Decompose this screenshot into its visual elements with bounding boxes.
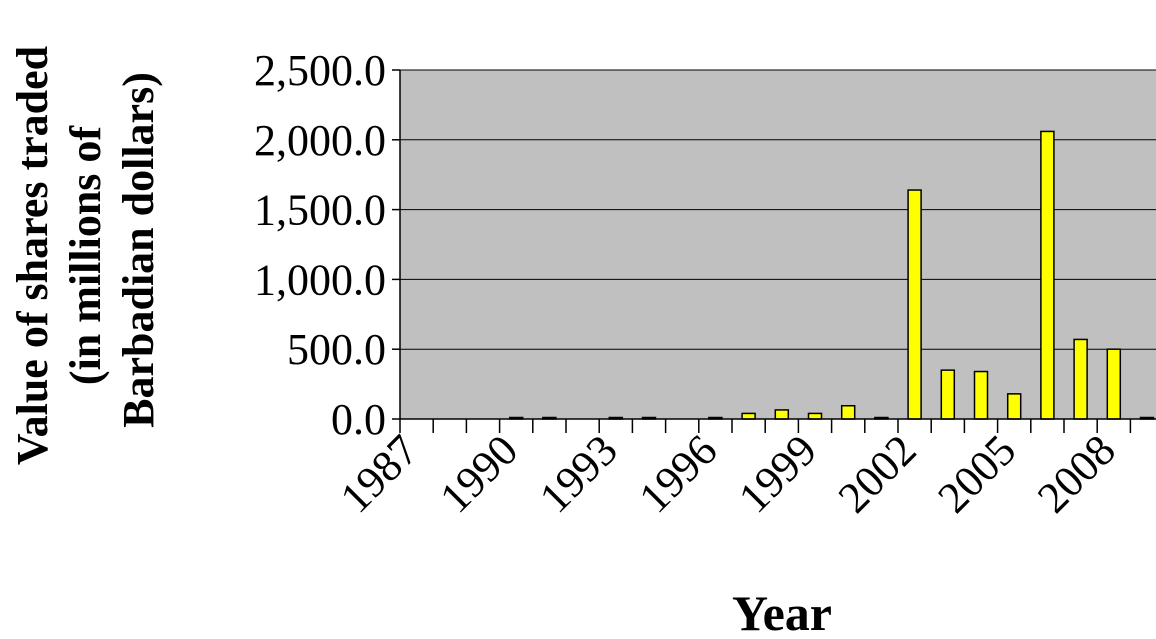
- y-axis-title: Value of shares traded (in millions of B…: [8, 35, 163, 465]
- x-axis-title: Year: [732, 585, 832, 639]
- bar-2002: [907, 189, 922, 420]
- x-tick-label: 1993: [530, 425, 627, 522]
- bar-1998: [774, 409, 790, 420]
- y-tick-label: 500.0: [287, 325, 386, 374]
- x-tick-label: 2002: [829, 425, 926, 522]
- bar-2000: [840, 404, 856, 420]
- bar-1999: [807, 412, 823, 420]
- y-tick-label: 2,500.0: [254, 46, 386, 95]
- bar-2003: [940, 369, 956, 420]
- y-tick-label: 0.0: [331, 395, 386, 444]
- x-tick-label: 1999: [729, 425, 826, 522]
- x-tick-label: 1996: [630, 425, 727, 522]
- y-axis-ticks: 0.0 500.0 1,000.0 1,500.0 2,000.0 2,500.0: [254, 46, 400, 444]
- y-axis-title-line: Value of shares traded: [8, 46, 57, 465]
- bar-1997: [741, 412, 756, 420]
- bar-2005: [1006, 393, 1022, 420]
- bar-2007: [1073, 338, 1088, 420]
- y-axis-title-line: (in millions of: [61, 125, 110, 385]
- y-tick-label: 2,000.0: [254, 116, 386, 165]
- plot-area: [400, 70, 1156, 419]
- x-axis-ticks: 1987 1990 1993 1996 1999 2002 2005 2008: [331, 419, 1132, 522]
- y-tick-label: 1,500.0: [254, 186, 386, 235]
- bar-2008: [1106, 348, 1122, 420]
- bar-2006: [1040, 130, 1055, 420]
- bar-2004: [973, 370, 989, 420]
- x-tick-label: 2005: [928, 425, 1025, 522]
- x-tick-label: 1990: [430, 425, 527, 522]
- x-tick-label: 2008: [1028, 425, 1125, 522]
- y-axis-title-line: Barbadian dollars): [114, 72, 163, 428]
- gridlines: [400, 69, 1156, 350]
- y-tick-label: 1,000.0: [254, 255, 386, 304]
